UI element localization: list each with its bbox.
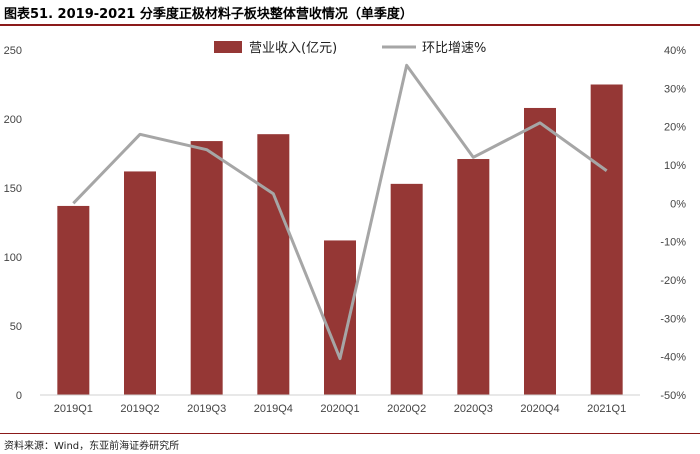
bar-2019Q1: [57, 205, 90, 395]
bar-2020Q4: [524, 107, 556, 396]
legend-label-revenue: 营业收入(亿元): [249, 41, 337, 56]
y-right-tick-label: -30%: [660, 313, 686, 325]
x-tick-label: 2020Q4: [520, 403, 559, 415]
legend-swatch-revenue: [214, 41, 242, 53]
growth-line-group: [72, 63, 608, 361]
x-tick-label: 2019Q2: [120, 403, 159, 415]
figure-title: 图表51. 2019-2021 分季度正极材料子板块整体营收情况（单季度）: [4, 7, 413, 22]
y-right-tick-label: 0%: [670, 198, 686, 210]
bar-2020Q2: [390, 183, 423, 395]
y-right-tick-label: -10%: [660, 237, 686, 249]
source-note: 资料来源：Wind，东亚前海证券研究所: [4, 441, 180, 452]
bar-2019Q2: [124, 171, 156, 395]
legend-label-growth: 环比增速%: [422, 41, 486, 56]
x-tick-label: 2019Q4: [254, 403, 293, 415]
x-tick-label: 2019Q1: [54, 403, 93, 415]
x-tick-label: 2020Q2: [387, 403, 426, 415]
y-right-tick-label: -40%: [660, 352, 686, 364]
bar-2019Q3: [190, 141, 223, 395]
y-left-tick-label: 150: [4, 183, 22, 195]
axes-group: 2019Q1 2019Q2 2019Q3 2019Q4 2020Q1 2020Q2 2020…: [4, 45, 687, 415]
chart: 2019Q1 2019Q2 2019Q3 2019Q4 2020Q1 2020Q2 2020…: [4, 41, 687, 415]
bar-2019Q4: [257, 134, 290, 395]
bar-2020Q3: [457, 159, 490, 395]
growth-line: [72, 63, 608, 361]
y-right-tick-label: 10%: [664, 160, 686, 172]
source-rule: [0, 433, 700, 434]
y-left-tick-label: 200: [4, 114, 22, 126]
y-left-tick-label: 50: [10, 321, 22, 333]
bar-2020Q1: [324, 240, 356, 395]
y-right-tick-label: 20%: [664, 122, 686, 134]
x-tick-label: 2019Q3: [187, 403, 226, 415]
x-tick-label: 2020Q1: [320, 403, 359, 415]
bar-group: [57, 84, 623, 396]
y-left-tick-label: 250: [4, 45, 22, 57]
bar-2021Q1: [590, 84, 623, 395]
title-rule: [0, 24, 700, 26]
legend: 营业收入(亿元) 环比增速%: [214, 41, 486, 56]
y-left-tick-label: 100: [4, 252, 22, 264]
y-right-tick-label: 30%: [664, 83, 686, 95]
y-left-tick-label: 0: [16, 390, 22, 402]
x-tick-label: 2021Q1: [587, 403, 626, 415]
x-tick-label: 2020Q3: [454, 403, 493, 415]
y-right-tick-label: -20%: [660, 275, 686, 287]
y-right-tick-label: -50%: [660, 390, 686, 402]
y-right-tick-label: 40%: [664, 45, 686, 57]
